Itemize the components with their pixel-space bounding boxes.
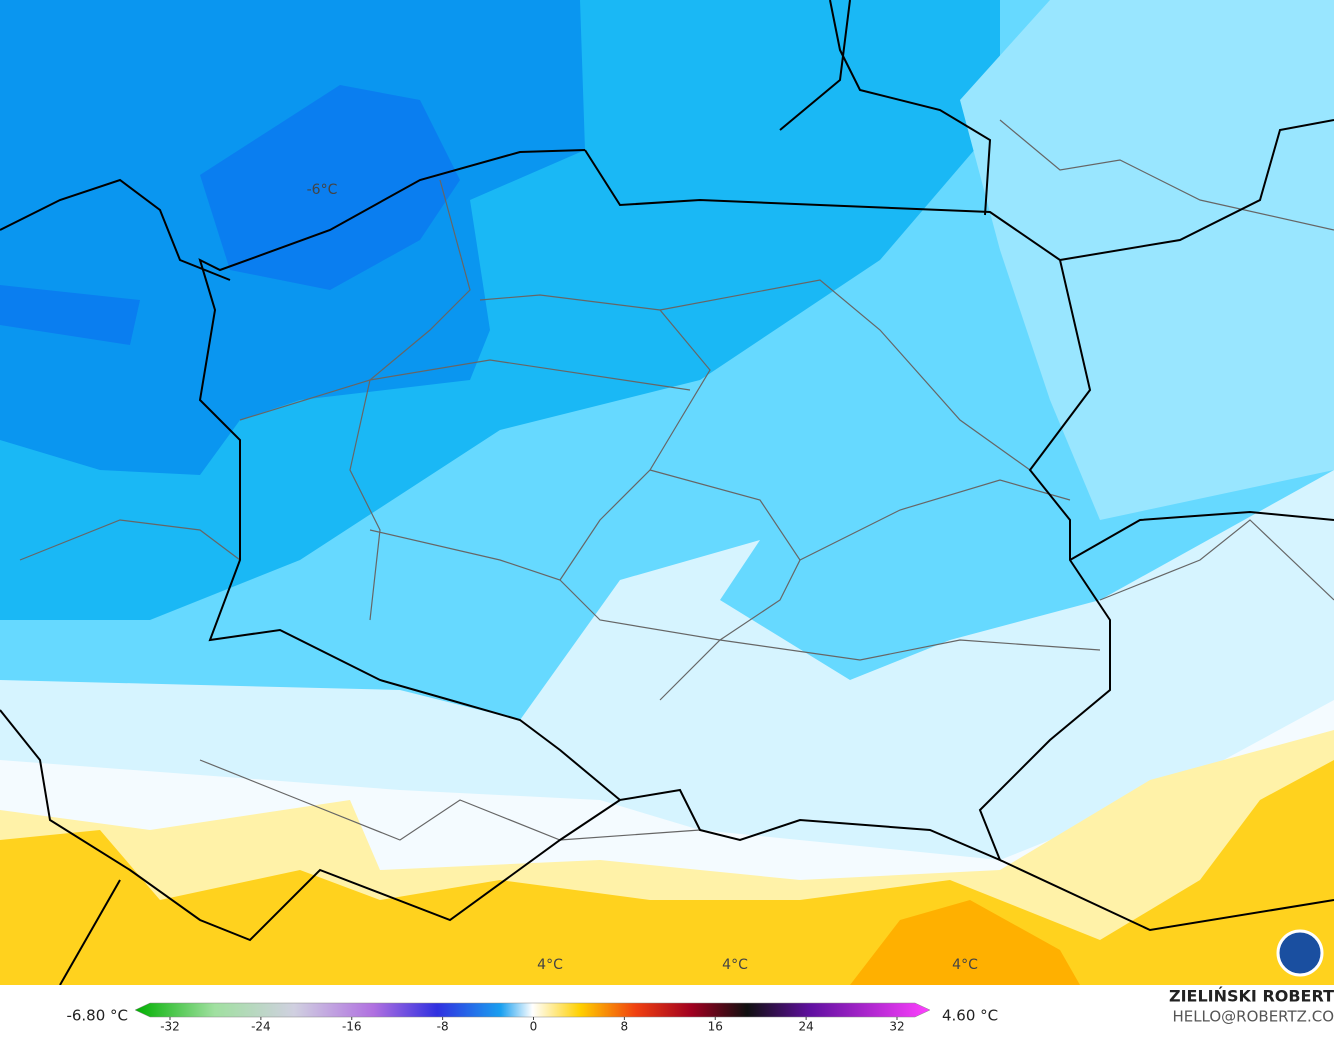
color-legend: -6.80 °C 4.60 °C -32 -24 -16 -8 0 8 16 24 32 bbox=[66, 1002, 998, 1034]
legend-tick-label: 24 bbox=[798, 1020, 813, 1034]
region-borders bbox=[19, 119, 1334, 841]
credit-email: HELLO@ROBERTZ.CO bbox=[1172, 1008, 1334, 1026]
noaa-logo bbox=[1276, 929, 1324, 977]
color-bar bbox=[134, 1002, 931, 1018]
field-orange bbox=[850, 900, 1080, 985]
legend-tick-label: -32 bbox=[160, 1020, 180, 1034]
contour-label: 4°C bbox=[537, 957, 563, 973]
legend-tick-label: 32 bbox=[889, 1020, 904, 1034]
legend-tick-label: -24 bbox=[251, 1020, 271, 1034]
map-area: -6°C 4°C 4°C 4°C bbox=[0, 0, 1334, 985]
field-deep-blue bbox=[200, 85, 460, 290]
field-deep-blue bbox=[0, 285, 140, 345]
field-pale-cyan bbox=[960, 0, 1334, 520]
contour-label: 4°C bbox=[722, 957, 748, 973]
max-value: 4.60 °C bbox=[942, 1007, 998, 1025]
credit-name: ZIELIŃSKI ROBERT bbox=[1169, 987, 1334, 1006]
contour-label: -6°C bbox=[307, 182, 338, 198]
country-borders bbox=[0, 0, 1334, 985]
legend-tick-label: 0 bbox=[530, 1020, 538, 1034]
legend-tick-label: 8 bbox=[621, 1020, 629, 1034]
legend-tick-label: -8 bbox=[437, 1020, 449, 1034]
min-value: -6.80 °C bbox=[66, 1007, 128, 1025]
legend-tick-label: 16 bbox=[708, 1020, 723, 1034]
contour-label: 4°C bbox=[952, 957, 978, 973]
legend-tick-label: -16 bbox=[342, 1020, 362, 1034]
